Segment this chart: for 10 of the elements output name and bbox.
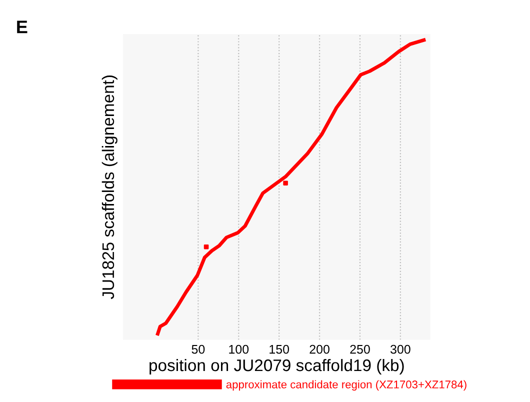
x-tick-label: 50 xyxy=(192,344,205,354)
x-tick-label: 100 xyxy=(229,344,249,354)
x-axis-title: position on JU2079 scaffold19 (kb) xyxy=(150,358,404,375)
text: approximate candidate region (XZ1703+XZ1784) xyxy=(226,380,466,391)
x-tick-label: 250 xyxy=(350,344,370,354)
chart-title: E xyxy=(17,20,28,34)
y-axis-title: JU1825 scaffolds (alignement) xyxy=(102,76,118,300)
x-tick-label: 200 xyxy=(310,344,330,354)
x-tick-label: 150 xyxy=(270,344,290,354)
x-tick-label: 300 xyxy=(390,344,410,354)
